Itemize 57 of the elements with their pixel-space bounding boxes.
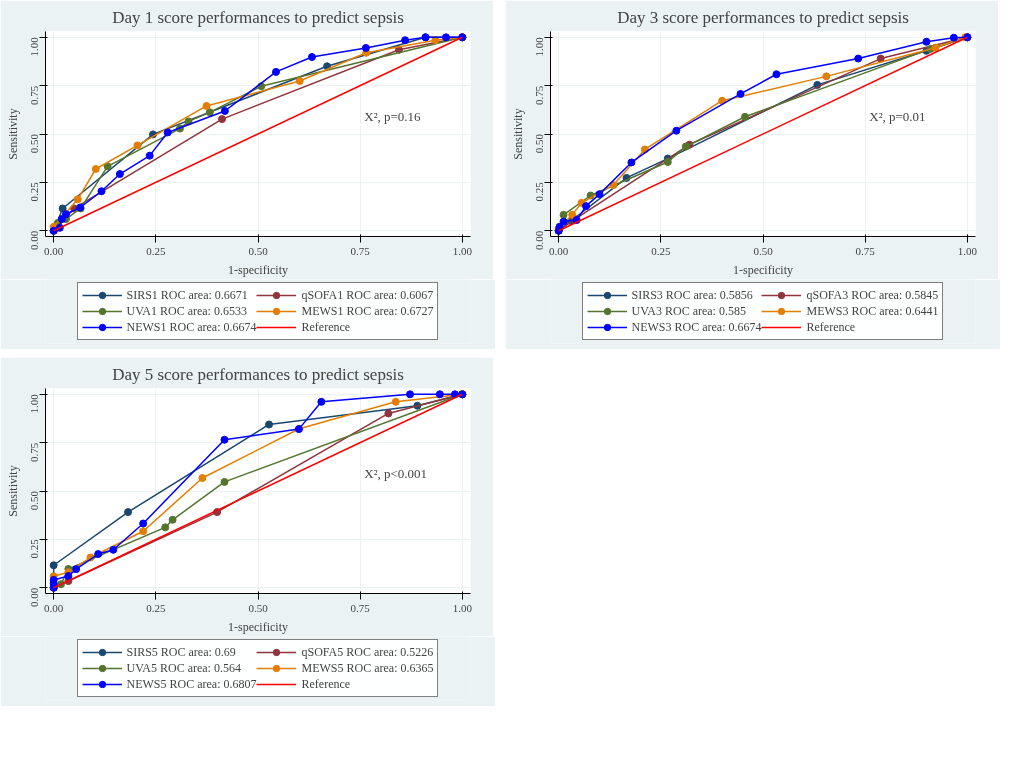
y-tick-label: 0.50 — [28, 133, 40, 154]
legend-label: SIRS3 ROC area: 0.5856 — [631, 287, 753, 303]
legend-label: NEWS5 ROC area: 0.6807 — [126, 676, 257, 692]
legend-label: SIRS1 ROC area: 0.6671 — [126, 287, 248, 303]
x-tick-label: 1.00 — [452, 244, 473, 257]
legend-label: Reference — [301, 676, 351, 692]
y-tick-label: 1.00 — [28, 393, 40, 414]
y-axis-title: Sensitivity — [510, 108, 525, 160]
x-tick-label: 0.25 — [146, 244, 166, 257]
y-tick-label: 1.00 — [533, 36, 545, 57]
y-axis-title: Sensitivity — [5, 465, 20, 517]
y-tick-label: 0.75 — [533, 85, 545, 105]
legend-label: UVA1 ROC area: 0.6533 — [126, 303, 247, 319]
y-axis-title: Sensitivity — [5, 108, 20, 160]
annotation: X², p<0.001 — [364, 466, 428, 482]
x-tick-label: 0.00 — [44, 244, 64, 257]
x-axis-title: 1-specificity — [228, 262, 288, 277]
legend-label: MEWS3 ROC area: 0.6441 — [806, 303, 939, 319]
legend-label: UVA3 ROC area: 0.585 — [631, 303, 746, 319]
x-tick-label: 0.00 — [549, 244, 569, 257]
chart-title: Day 1 score performances to predict sepsis — [112, 7, 404, 27]
x-axis-title: 1-specificity — [733, 262, 793, 277]
x-tick-label: 0.50 — [753, 244, 774, 257]
x-tick-label: 0.75 — [855, 244, 876, 257]
x-tick-label: 0.25 — [146, 601, 166, 614]
legend-label: SIRS5 ROC area: 0.69 — [126, 644, 236, 660]
legend-label: UVA5 ROC area: 0.564 — [126, 660, 241, 676]
x-tick-label: 0.25 — [651, 244, 671, 257]
y-tick-label: 1.00 — [28, 36, 40, 57]
y-tick-label: 0.25 — [533, 181, 545, 202]
y-tick-label: 0.50 — [28, 490, 40, 511]
legend-label: qSOFA1 ROC area: 0.6067 — [301, 287, 434, 303]
annotation: X², p=0.01 — [869, 109, 926, 125]
y-tick-label: 0.50 — [533, 133, 545, 154]
x-tick-label: 0.00 — [44, 601, 64, 614]
legend-label: NEWS3 ROC area: 0.6674 — [631, 319, 762, 335]
x-axis-title: 1-specificity — [228, 619, 288, 634]
x-tick-label: 0.50 — [248, 244, 269, 257]
annotation: X², p=0.16 — [364, 109, 422, 125]
x-tick-label: 1.00 — [957, 244, 978, 257]
x-tick-label: 1.00 — [452, 601, 473, 614]
legend-label: qSOFA5 ROC area: 0.5226 — [301, 644, 434, 660]
chart-title: Day 5 score performances to predict sepsis — [112, 364, 404, 384]
y-tick-label: 0.75 — [28, 442, 40, 462]
legend-label: MEWS5 ROC area: 0.6365 — [301, 660, 434, 676]
y-tick-label: 0.25 — [28, 181, 40, 202]
legend-label: Reference — [806, 319, 856, 335]
x-tick-label: 0.75 — [350, 601, 371, 614]
chart-title: Day 3 score performances to predict sepsis — [617, 7, 909, 27]
legend-label: Reference — [301, 319, 351, 335]
y-tick-label: 0.25 — [28, 538, 40, 559]
legend-label: NEWS1 ROC area: 0.6674 — [126, 319, 257, 335]
y-tick-label: 0.75 — [28, 85, 40, 105]
legend-label: qSOFA3 ROC area: 0.5845 — [806, 287, 939, 303]
x-tick-label: 0.50 — [248, 601, 269, 614]
x-tick-label: 0.75 — [350, 244, 371, 257]
legend-label: MEWS1 ROC area: 0.6727 — [301, 303, 434, 319]
